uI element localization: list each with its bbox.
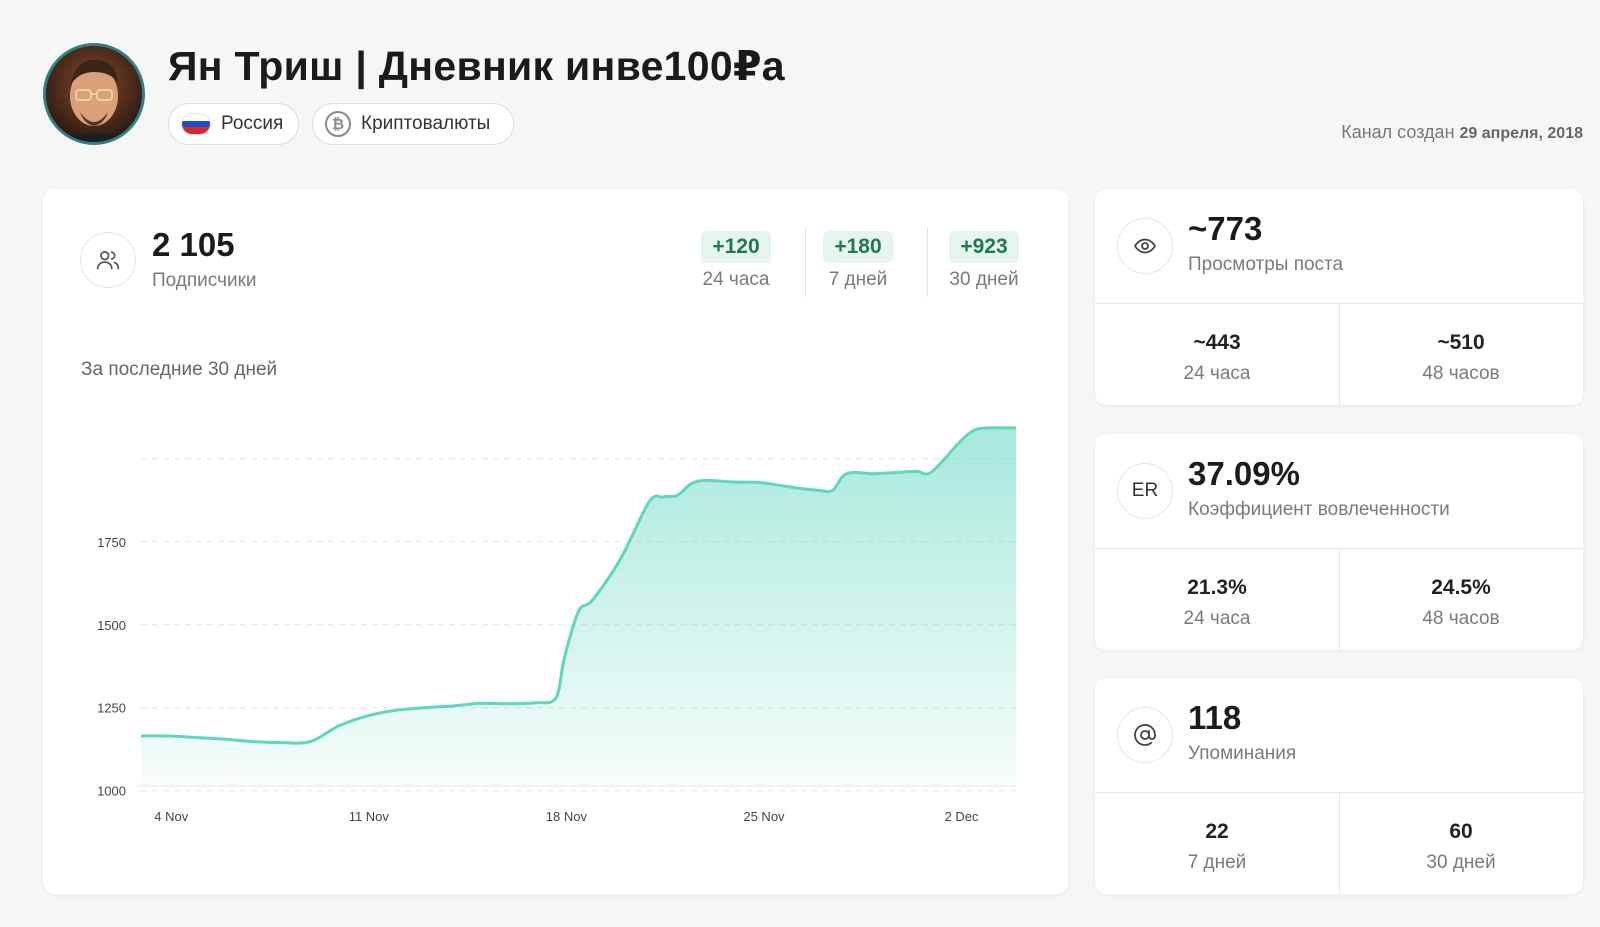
delta-7d: +180 7 дней [810,231,906,291]
engagement-48h-label: 48 часов [1422,608,1500,629]
channel-title: Ян Триш | Дневник инве100₽а [168,43,785,89]
er-icon: ER [1117,463,1173,519]
delta-24h-value: +120 [701,231,771,263]
delta-24h: +120 24 часа [688,231,784,291]
eye-icon [1117,218,1173,274]
users-icon [80,232,136,288]
x-tick-label: 4 Nov [154,809,188,824]
views-24h-label: 24 часа [1183,363,1251,384]
delta-30d-label: 30 дней [949,269,1019,290]
subscribers-count: 2 105 [152,226,235,263]
divider [1339,303,1340,405]
delta-24h-label: 24 часа [702,269,770,290]
mentions-value: 118 [1188,699,1242,736]
at-sign-icon [1117,707,1173,763]
russia-flag-icon [181,113,211,135]
views-label: Просмотры поста [1188,254,1344,275]
delta-divider [927,227,928,297]
views-24h-value: ~443 [1193,331,1241,354]
mentions-7d-label: 7 дней [1187,852,1247,873]
tag-country[interactable]: Россия [168,103,299,145]
engagement-48h: 24.5% 48 часов [1339,548,1583,650]
delta-7d-value: +180 [823,231,893,263]
subscribers-card: 2 105 Подписчики +120 24 часа +180 7 дне… [43,189,1068,894]
y-tick-label: 1500 [97,618,126,633]
engagement-value: 37.09% [1188,455,1300,492]
created-label: Канал создан [1341,122,1455,142]
views-48h-value: ~510 [1437,331,1485,354]
views-48h: ~510 48 часов [1339,303,1583,405]
engagement-card: ER 37.09% Коэффициент вовлеченности 21.3… [1095,434,1583,650]
mentions-30d-value: 60 [1449,820,1473,843]
channel-created: Канал создан 29 апреля, 2018 [1341,122,1583,143]
views-48h-label: 48 часов [1422,363,1500,384]
mentions-30d-label: 30 дней [1426,852,1496,873]
x-tick-label: 11 Nov [349,809,390,824]
x-tick-label: 18 Nov [546,809,588,824]
tag-category-label: Криптовалюты [361,113,491,134]
series-line [140,426,1017,745]
channel-avatar[interactable] [43,43,145,145]
y-tick-label: 1750 [97,535,126,550]
views-card: ~773 Просмотры поста ~443 24 часа ~510 4… [1095,189,1583,405]
tag-country-label: Россия [221,113,284,134]
x-tick-label: 2 Dec [945,809,979,824]
tag-category[interactable]: ₿ Криптовалюты [312,103,514,145]
views-24h: ~443 24 часа [1095,303,1339,405]
y-tick-label: 1000 [97,784,126,799]
engagement-24h: 21.3% 24 часа [1095,548,1339,650]
mentions-7d-value: 22 [1205,820,1229,843]
delta-7d-label: 7 дней [828,269,888,290]
mentions-7d: 22 7 дней [1095,792,1339,894]
views-value: ~773 [1188,210,1263,247]
divider [1339,792,1340,894]
mentions-label: Упоминания [1188,743,1297,764]
chart-title: За последние 30 дней [81,359,278,380]
engagement-48h-value: 24.5% [1431,576,1491,599]
x-tick-label: 25 Nov [743,809,785,824]
delta-divider [805,227,806,297]
mentions-30d: 60 30 дней [1339,792,1583,894]
y-tick-label: 1250 [97,701,126,716]
series-area [141,427,1016,786]
engagement-24h-label: 24 часа [1183,608,1251,629]
engagement-label: Коэффициент вовлеченности [1188,499,1450,520]
divider [1339,548,1340,650]
created-date: 29 апреля, 2018 [1459,125,1583,142]
avatar-portrait-icon [46,46,142,142]
bitcoin-icon: ₿ [325,111,351,137]
delta-30d-value: +923 [949,231,1019,263]
engagement-24h-value: 21.3% [1187,576,1247,599]
subscribers-label: Подписчики [152,270,257,291]
delta-30d: +923 30 дней [931,231,1037,291]
mentions-card: 118 Упоминания 22 7 дней 60 30 дней [1095,678,1583,894]
